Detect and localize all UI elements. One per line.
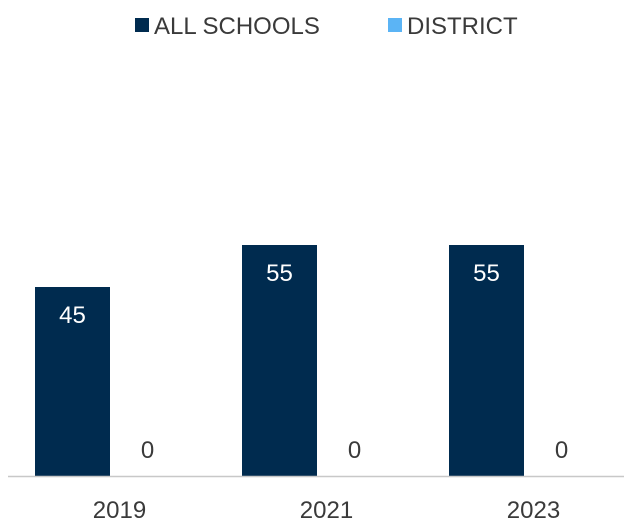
legend-swatch-district xyxy=(388,18,402,32)
x-tick-labels: 2019 2021 2023 xyxy=(93,497,560,520)
data-label-district-2021: 0 xyxy=(348,437,361,464)
data-label-all-schools-2023: 55 xyxy=(473,260,500,287)
bar-all-schools-2023 xyxy=(449,245,524,476)
legend-label-district: DISTRICT xyxy=(407,13,518,40)
legend-label-all-schools: ALL SCHOOLS xyxy=(154,13,320,40)
legend: ALL SCHOOLS DISTRICT xyxy=(135,13,518,40)
bars-group xyxy=(35,245,524,476)
data-label-district-2019: 0 xyxy=(141,437,154,464)
x-tick-label-2023: 2023 xyxy=(507,497,560,520)
x-tick-label-2021: 2021 xyxy=(300,497,353,520)
bar-all-schools-2021 xyxy=(242,245,317,476)
x-tick-label-2019: 2019 xyxy=(93,497,146,520)
data-label-all-schools-2019: 45 xyxy=(59,302,86,329)
data-label-all-schools-2021: 55 xyxy=(266,260,293,287)
data-labels-group: 45 0 55 0 55 0 xyxy=(59,260,568,464)
data-label-district-2023: 0 xyxy=(555,437,568,464)
legend-swatch-all-schools xyxy=(135,18,149,32)
bar-all-schools-2019 xyxy=(35,287,110,476)
